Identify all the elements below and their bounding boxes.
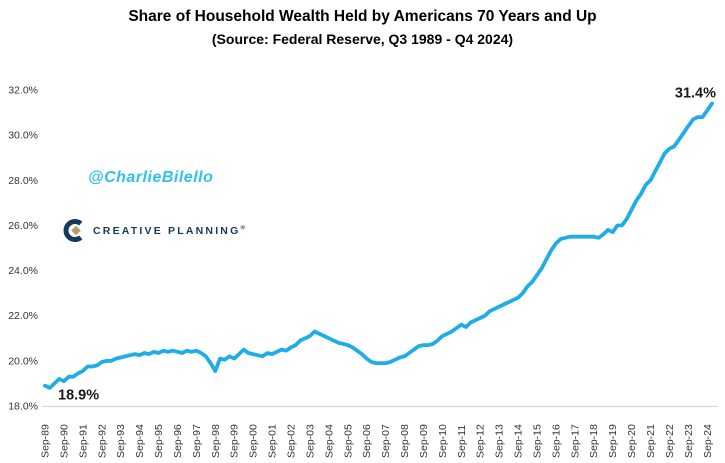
x-tick-label: Sep-03 (304, 424, 316, 458)
x-tick-label: Sep-08 (399, 424, 411, 458)
x-tick-label: Sep-92 (96, 424, 108, 458)
series-line (43, 101, 714, 390)
x-tick-label: Sep-93 (115, 424, 127, 458)
y-tick-label: 26.0% (8, 220, 38, 232)
chart-title: Share of Household Wealth Held by Americ… (128, 8, 597, 25)
watermark-charliebilello: @CharlieBilello (88, 169, 214, 186)
x-tick-label: Sep-89 (40, 424, 52, 458)
y-tick-label: 20.0% (8, 355, 38, 367)
x-tick-label: Sep-91 (77, 424, 89, 458)
y-tick-label: 24.0% (8, 265, 38, 277)
x-tick-label: Sep-11 (456, 425, 468, 458)
x-tick-label: Sep-21 (645, 424, 657, 458)
chart-header: Share of Household Wealth Held by Americ… (0, 7, 725, 48)
x-tick-label: Sep-90 (58, 424, 70, 458)
annotation-start-value: 18.9% (58, 388, 99, 404)
chart-subtitle: (Source: Federal Reserve, Q3 1989 - Q4 2… (211, 31, 514, 48)
x-tick-label: Sep-10 (437, 424, 449, 458)
y-tick-label: 30.0% (8, 130, 38, 142)
y-tick-label: 18.0% (8, 401, 38, 413)
creative-planning-logo: CREATIVE PLANNING® (63, 219, 245, 242)
x-tick-label: Sep-14 (513, 424, 525, 458)
y-tick-label: 22.0% (8, 310, 38, 322)
x-tick-label: Sep-07 (380, 424, 392, 458)
x-tick-label: Sep-95 (153, 424, 165, 458)
x-tick-label: Sep-15 (532, 424, 544, 458)
x-tick-label: Sep-18 (588, 424, 600, 458)
x-tick-label: Sep-02 (286, 424, 298, 458)
x-tick-label: Sep-24 (702, 424, 714, 458)
x-tick-label: Sep-99 (229, 424, 241, 458)
creative-planning-wordmark: CREATIVE PLANNING® (93, 224, 245, 237)
y-tick-label: 28.0% (8, 175, 38, 187)
creative-planning-c-icon (63, 219, 83, 242)
y-tick-label: 32.0% (8, 85, 38, 97)
registered-mark: ® (240, 225, 245, 231)
x-tick-label: Sep-22 (664, 424, 676, 458)
x-tick-label: Sep-96 (172, 424, 184, 458)
x-tick-label: Sep-00 (248, 424, 260, 458)
x-tick-label: Sep-09 (418, 424, 430, 458)
x-tick-label: Sep-97 (191, 424, 203, 458)
x-tick-label: Sep-94 (134, 424, 146, 458)
x-tick-label: Sep-06 (361, 424, 373, 458)
x-tick-label: Sep-05 (342, 424, 354, 458)
x-tick-label: Sep-23 (683, 424, 695, 458)
x-tick-label: Sep-17 (569, 424, 581, 458)
x-tick-label: Sep-98 (210, 424, 222, 458)
x-tick-label: Sep-16 (550, 424, 562, 458)
x-tick-label: Sep-12 (475, 424, 487, 458)
x-tick-label: Sep-13 (494, 424, 506, 458)
annotation-end-value: 31.4% (675, 86, 716, 102)
x-tick-label: Sep-01 (267, 424, 279, 458)
x-tick-label: Sep-20 (626, 424, 638, 458)
x-tick-label: Sep-04 (323, 424, 335, 458)
x-tick-label: Sep-19 (607, 424, 619, 458)
